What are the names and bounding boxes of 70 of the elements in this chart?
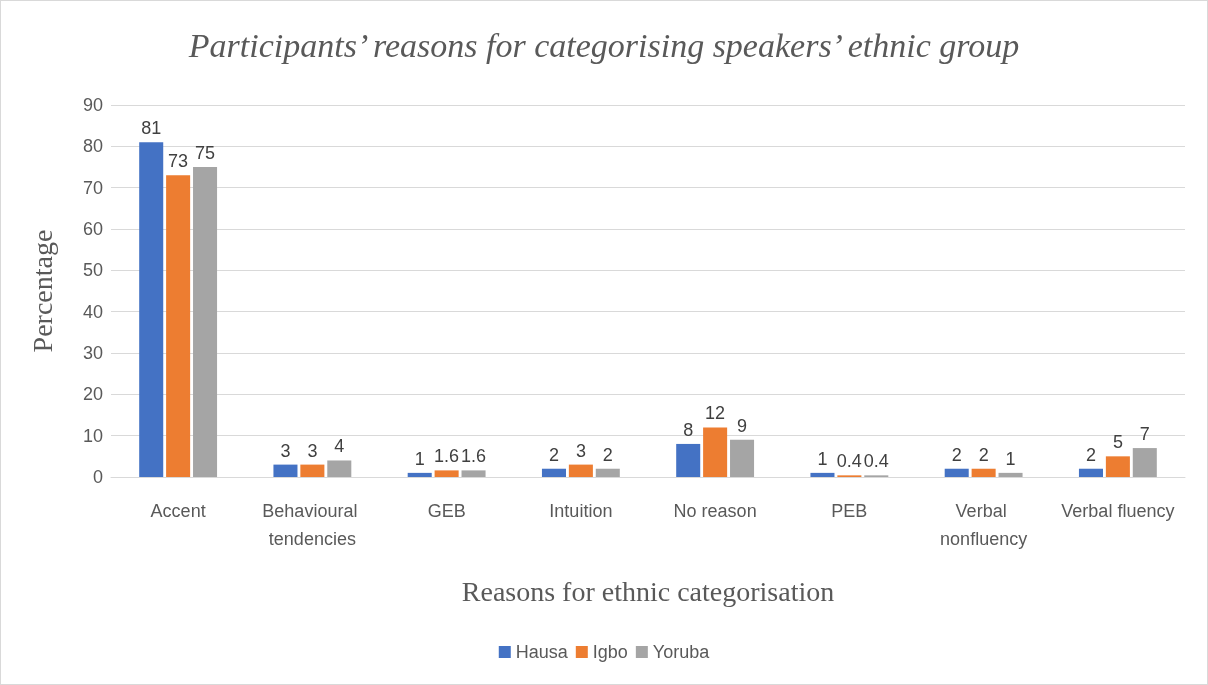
bar — [461, 470, 486, 477]
data-label: 1 — [817, 448, 828, 469]
x-tick-label: Verbal fluency — [1061, 501, 1175, 521]
x-tick-label: Intuition — [549, 501, 613, 521]
bar — [139, 142, 164, 477]
data-label: 0.4 — [863, 451, 889, 472]
data-label: 1.6 — [434, 446, 460, 467]
data-label: 73 — [168, 151, 189, 172]
data-label: 7 — [1139, 424, 1150, 445]
data-label: 1.6 — [461, 446, 487, 467]
x-tick-label: Accent — [150, 501, 206, 521]
y-tick-label: 30 — [82, 343, 103, 363]
bar — [703, 427, 728, 477]
x-axis-title: Reasons for ethnic categorisation — [461, 575, 835, 607]
bar — [327, 460, 352, 477]
y-tick-label: 0 — [92, 467, 103, 487]
bar — [595, 468, 620, 477]
data-label: 4 — [334, 436, 345, 457]
data-label: 9 — [737, 415, 748, 436]
x-tick-label: Verbal nonfluency — [940, 501, 1028, 549]
bar — [944, 468, 969, 477]
x-tick-label: GEB — [427, 501, 466, 521]
data-label: 3 — [280, 440, 291, 461]
bar — [971, 468, 996, 477]
bar — [300, 464, 325, 477]
data-label: 2 — [548, 444, 559, 465]
bar — [1132, 448, 1157, 477]
y-tick-label: 50 — [82, 260, 103, 281]
bar — [1078, 468, 1103, 477]
data-label: 2 — [602, 444, 613, 465]
data-label: 2 — [951, 444, 962, 465]
bar — [166, 175, 191, 477]
bar — [1105, 456, 1130, 477]
y-tick-label: 10 — [82, 425, 103, 446]
bar — [434, 470, 459, 477]
x-tick-label: Behavioural tendencies — [262, 501, 363, 549]
y-tick-label: 60 — [82, 219, 103, 239]
y-tick-label: 40 — [82, 301, 103, 322]
y-axis-title: Percentage — [26, 229, 58, 353]
legend-label: Hausa — [515, 642, 569, 662]
legend-label: Yoruba — [652, 642, 711, 662]
y-tick-label: 20 — [82, 384, 103, 405]
data-label: 8 — [683, 419, 694, 440]
chart-title: Participants’ reasons for categorising speakers’ ethnic group — [187, 26, 1020, 64]
bar — [541, 468, 566, 477]
x-tick-label: No reason — [673, 501, 757, 521]
y-tick-label: 90 — [82, 95, 103, 115]
data-label: 75 — [195, 143, 216, 163]
data-label: 3 — [575, 440, 586, 461]
data-label: 2 — [1085, 444, 1096, 465]
bar — [193, 167, 218, 477]
y-tick-label: 70 — [82, 177, 103, 198]
bar — [568, 464, 593, 477]
bar — [998, 472, 1023, 477]
legend-label: Igbo — [592, 642, 628, 662]
data-label: 81 — [141, 118, 162, 139]
data-label: 0.4 — [836, 451, 862, 472]
x-tick-label: PEB — [831, 501, 868, 521]
bar — [810, 472, 835, 477]
y-tick-label: 80 — [82, 136, 103, 157]
data-label: 2 — [978, 444, 989, 465]
bar — [407, 472, 432, 477]
bar — [676, 443, 701, 477]
data-label: 5 — [1112, 432, 1123, 453]
bar — [273, 464, 298, 477]
data-label: 1 — [1005, 448, 1016, 469]
data-label: 1 — [414, 448, 425, 469]
data-label: 3 — [307, 440, 318, 461]
data-label: 12 — [705, 403, 726, 424]
bar — [730, 439, 755, 477]
